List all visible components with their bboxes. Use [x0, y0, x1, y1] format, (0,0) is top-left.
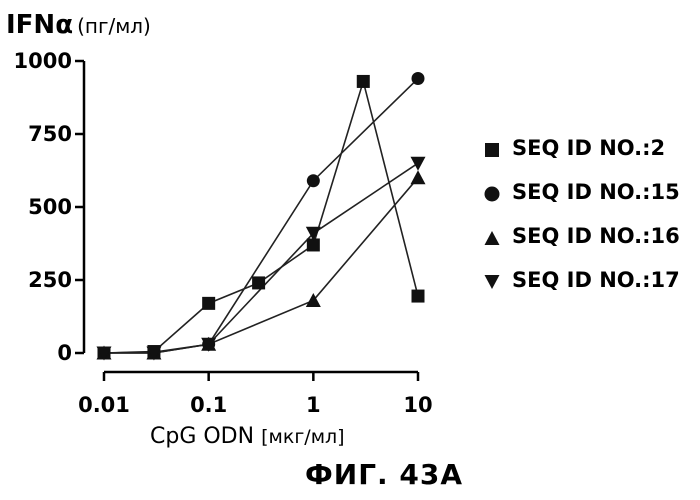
legend-label: SEQ ID NO.:16	[512, 224, 680, 248]
triangle-up-marker	[305, 292, 321, 307]
triangle-down-marker	[146, 346, 162, 361]
square-marker	[306, 238, 320, 252]
series-line	[104, 177, 419, 354]
y-tick-label: 750	[28, 122, 72, 146]
x-axis-unit: [мкг/мл]	[261, 426, 345, 448]
series-line	[104, 162, 419, 354]
circle-marker	[411, 72, 425, 86]
triangle-down-marker	[96, 346, 112, 361]
circle-marker-icon	[484, 186, 500, 202]
triangle-up-marker	[410, 170, 426, 185]
legend-label: SEQ ID NO.:17	[512, 268, 680, 292]
x-tick-label: 10	[403, 393, 432, 417]
triangle-down-marker	[305, 226, 321, 241]
y-tick-label: 0	[57, 341, 72, 365]
square-marker	[411, 289, 425, 303]
x-tick-label: 0.01	[78, 393, 130, 417]
triangle-down-marker	[410, 156, 426, 171]
legend-label: SEQ ID NO.:15	[512, 180, 680, 204]
legend-label: SEQ ID NO.:2	[512, 136, 666, 160]
y-axis-unit: (пг/мл)	[77, 14, 151, 38]
triangle-down-marker	[201, 337, 217, 352]
series-line	[103, 77, 419, 354]
y-tick-label: 500	[28, 195, 72, 219]
x-tick-label: 0.1	[190, 393, 227, 417]
circle-marker	[306, 174, 320, 188]
triangle-down-marker-icon	[484, 275, 500, 289]
y-tick-label: 250	[28, 268, 72, 292]
square-marker	[202, 296, 216, 310]
square-marker	[356, 74, 370, 88]
figure-caption: ФИГ. 43А	[305, 458, 464, 491]
triangle-up-marker-icon	[484, 231, 500, 245]
x-axis-label: CpG ODN [мкг/мл]	[150, 424, 345, 449]
y-tick-label: 1000	[14, 49, 72, 73]
square-marker	[252, 276, 266, 290]
y-axis-label: IFNα (пг/мл)	[6, 10, 151, 40]
x-tick-label: 1	[306, 393, 321, 417]
series-line	[103, 78, 419, 354]
square-marker-icon	[485, 143, 499, 157]
